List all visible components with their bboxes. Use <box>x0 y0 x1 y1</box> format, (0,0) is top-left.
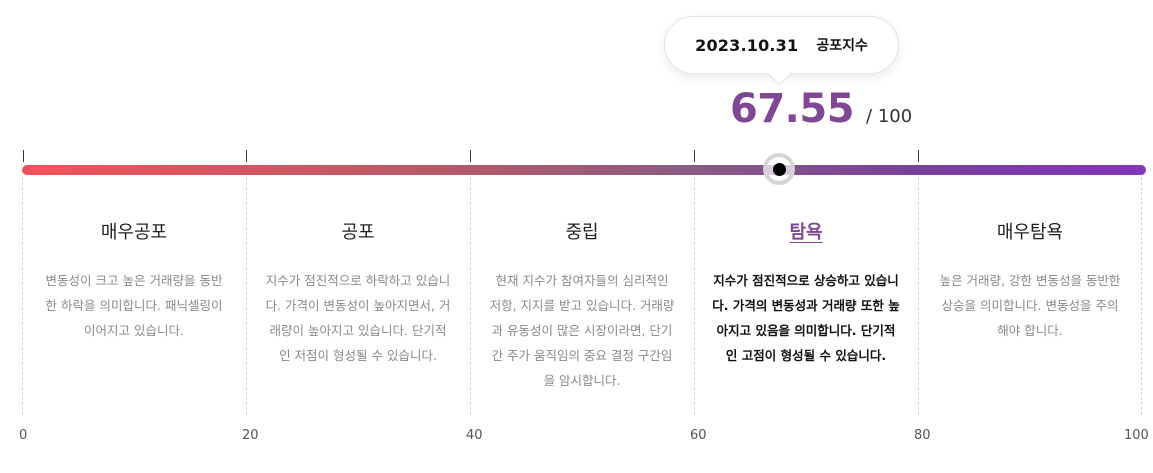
category-title-active[interactable]: 탐욕 <box>789 222 823 243</box>
category-title: 매우탐욕 <box>996 222 1064 243</box>
divider-2 <box>470 177 471 415</box>
gauge-knob-dot <box>773 163 786 176</box>
category-greed: 탐욕 지수가 점진적으로 상승하고 있습니다. 가격의 변동성과 거래량 또한 … <box>694 206 918 368</box>
tooltip-date: 2023.10.31 <box>695 35 799 55</box>
axis-label-40: 40 <box>466 428 483 443</box>
axis-label-0: 0 <box>19 428 28 443</box>
axis-label-100: 100 <box>1124 428 1149 443</box>
divider-1 <box>246 177 247 415</box>
date-tooltip: 2023.10.31 공포지수 <box>664 16 899 74</box>
score-value: 67.55 <box>730 86 855 132</box>
category-desc: 높은 거래량, 강한 변동성을 동반한 상승을 의미합니다. 변동성을 주의해야… <box>939 273 1121 338</box>
gauge-tick-40 <box>470 150 471 162</box>
category-very-greed: 매우탐욕 높은 거래량, 강한 변동성을 동반한 상승을 의미합니다. 변동성을… <box>918 206 1142 343</box>
divider-5 <box>1141 177 1142 415</box>
category-desc: 지수가 점진적으로 상승하고 있습니다. 가격의 변동성과 거래량 또한 높아지… <box>712 273 900 363</box>
divider-0 <box>22 177 23 415</box>
category-desc: 현재 지수가 참여자들의 심리적인 저항, 지지를 받고 있습니다. 거래량과 … <box>489 273 675 388</box>
category-very-fear: 매우공포 변동성이 크고 높은 거래량을 동반한 하락을 의미합니다. 패닉셀링… <box>22 206 246 343</box>
category-title: 공포 <box>341 222 375 243</box>
gauge-knob[interactable] <box>763 153 795 185</box>
score-display: 67.55 / 100 <box>730 86 912 132</box>
score-max: / 100 <box>866 106 913 127</box>
gauge-tick-80 <box>918 150 919 162</box>
axis-label-20: 20 <box>242 428 259 443</box>
category-desc: 지수가 점진적으로 하락하고 있습니다. 가격이 변동성이 높아지면서, 거래량… <box>265 273 451 363</box>
category-title: 매우공포 <box>100 222 168 243</box>
gauge-tick-20 <box>246 150 247 162</box>
gauge-tick-60 <box>694 150 695 162</box>
category-title: 중립 <box>565 222 599 243</box>
axis-label-80: 80 <box>914 428 931 443</box>
category-desc: 변동성이 크고 높은 거래량을 동반한 하락을 의미합니다. 패닉셀링이 이어지… <box>45 273 223 338</box>
tooltip-label: 공포지수 <box>816 38 868 54</box>
category-neutral: 중립 현재 지수가 참여자들의 심리적인 저항, 지지를 받고 있습니다. 거래… <box>470 206 694 393</box>
gauge-track <box>22 165 1146 175</box>
divider-3 <box>694 177 695 415</box>
gauge-tick-0 <box>23 150 24 162</box>
category-fear: 공포 지수가 점진적으로 하락하고 있습니다. 가격이 변동성이 높아지면서, … <box>246 206 470 368</box>
axis-label-60: 60 <box>690 428 707 443</box>
divider-4 <box>918 177 919 415</box>
